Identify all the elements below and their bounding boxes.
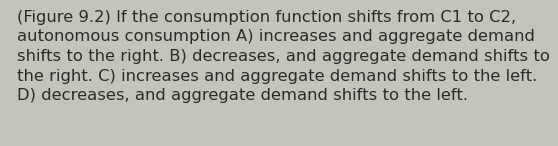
Text: (Figure 9.2) If the consumption function shifts from C1 to C2,
autonomous consum: (Figure 9.2) If the consumption function…	[17, 10, 550, 103]
